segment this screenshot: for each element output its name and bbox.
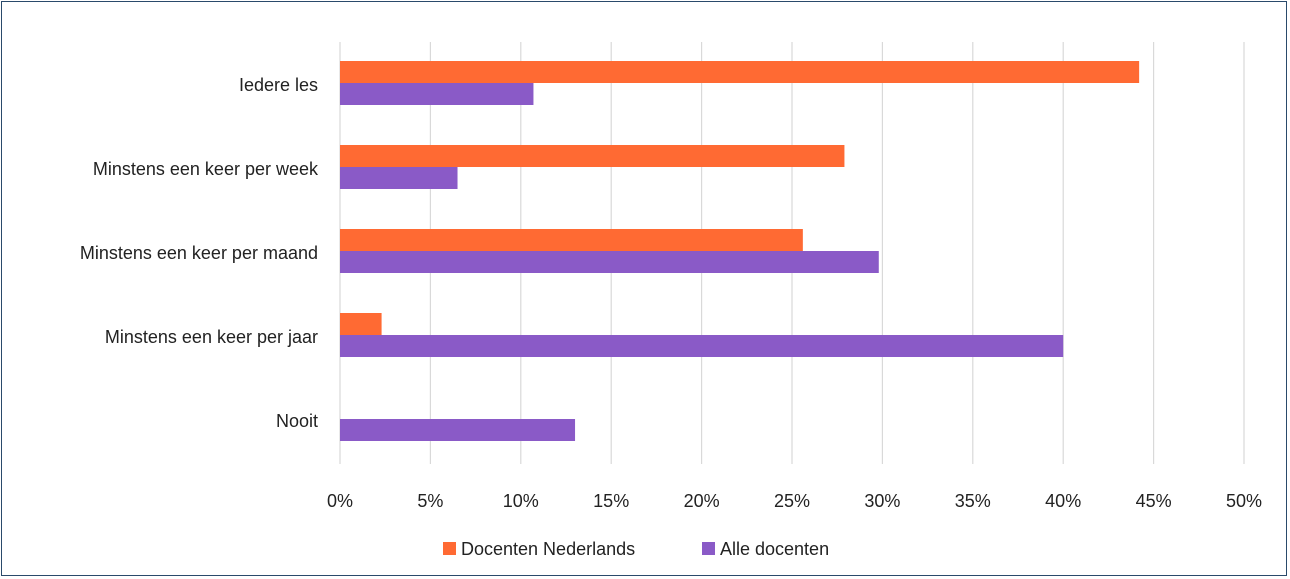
bar-alle-docenten — [340, 167, 458, 189]
x-tick-label: 10% — [503, 491, 539, 511]
x-tick-labels: 0% 5% 10% 15% 20% 25% 30% 35% 40% 45% 50% — [327, 491, 1262, 511]
bar-docenten-nederlands — [340, 313, 382, 335]
x-tick-label: 0% — [327, 491, 353, 511]
x-tick-label: 50% — [1226, 491, 1262, 511]
category-labels: Iedere les Minstens een keer per week Mins… — [80, 75, 319, 431]
bar-docenten-nederlands — [340, 145, 845, 167]
x-tick-label: 45% — [1136, 491, 1172, 511]
legend: Docenten Nederlands Alle docenten — [443, 539, 829, 559]
bar-docenten-nederlands — [340, 61, 1140, 83]
legend-label: Docenten Nederlands — [461, 539, 635, 559]
category-label: Minstens een keer per maand — [80, 243, 318, 263]
x-tick-label: 40% — [1045, 491, 1081, 511]
x-tick-label: 35% — [955, 491, 991, 511]
category-label: Iedere les — [239, 75, 318, 95]
x-tick-label: 5% — [417, 491, 443, 511]
category-label: Nooit — [276, 411, 318, 431]
bar-alle-docenten — [340, 83, 534, 105]
category-label: Minstens een keer per week — [93, 159, 319, 179]
x-tick-label: 25% — [774, 491, 810, 511]
category-label: Minstens een keer per jaar — [105, 327, 318, 347]
legend-swatch — [702, 542, 715, 555]
bars — [340, 61, 1140, 441]
bar-alle-docenten — [340, 251, 879, 273]
legend-label: Alle docenten — [720, 539, 829, 559]
bar-alle-docenten — [340, 419, 576, 441]
bar-alle-docenten — [340, 335, 1064, 357]
x-tick-label: 20% — [684, 491, 720, 511]
x-tick-label: 30% — [864, 491, 900, 511]
bar-docenten-nederlands — [340, 229, 803, 251]
x-tick-label: 15% — [593, 491, 629, 511]
legend-swatch — [443, 542, 456, 555]
